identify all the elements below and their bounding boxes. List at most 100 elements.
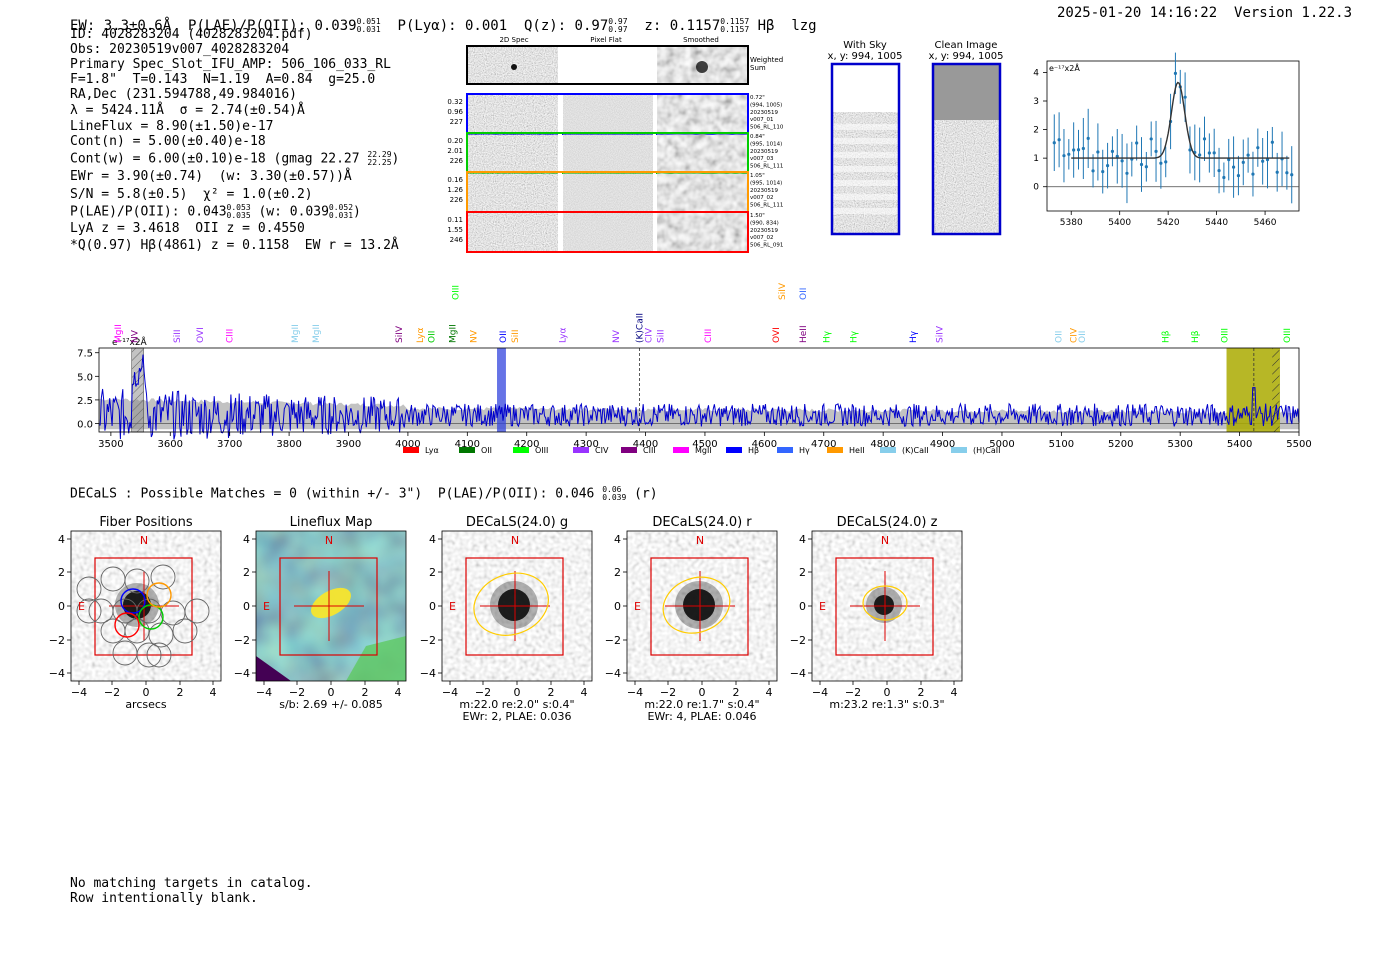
row-pixelflat xyxy=(563,95,653,133)
panel-ytick-label: 4 xyxy=(614,533,621,546)
zoom-point xyxy=(1202,137,1207,141)
ewr-line: EWr = 3.90(±0.74) (w: 3.30(±0.57))Å xyxy=(70,169,352,184)
row-right-value: 20230519 xyxy=(750,188,778,194)
line-id-label: OIII xyxy=(1221,328,1231,343)
panel-subtitle: m:22.0 re:2.0" s:0.4" xyxy=(459,698,574,711)
line-id-label: OII xyxy=(799,288,809,300)
panel-xtick-label: −2 xyxy=(660,686,676,699)
panel-xtick-label: 0 xyxy=(884,686,891,699)
row-pixelflat xyxy=(563,173,653,211)
fiber-circle xyxy=(150,564,176,590)
masked-region-2 xyxy=(1272,348,1280,432)
line-id-label: NV xyxy=(469,329,479,343)
row-left-value: 0.96 xyxy=(447,108,463,116)
row-left-value: 0.11 xyxy=(447,216,463,224)
source-ellipse xyxy=(473,572,549,636)
line-id-label: CIII xyxy=(226,329,236,343)
row-right-value: 506_RL_111 xyxy=(750,203,783,209)
masked-region-fill xyxy=(131,348,144,432)
panel-ytick-label: 2 xyxy=(58,566,65,579)
panel-ytick-label: 2 xyxy=(243,566,250,579)
panel-xtick-label: 0 xyxy=(328,686,335,699)
row-left-value: 0.16 xyxy=(447,176,463,184)
zoom-point xyxy=(1285,171,1289,175)
row-2dspec xyxy=(468,173,558,211)
col-title-2dspec: 2D Spec xyxy=(499,36,528,44)
east-label: E xyxy=(263,600,270,613)
zoom-ytick-label: 3 xyxy=(1033,97,1039,107)
row-smoothed xyxy=(657,95,747,133)
row-right-value: (994, 1005) xyxy=(750,102,782,108)
row-right-value: (990, 834) xyxy=(750,220,779,226)
row-left-value: 226 xyxy=(450,157,464,165)
full-spectrum-chart: e⁻¹⁷x2Å 3500 3600 3700 3800 3900 4000 4100 4200… xyxy=(77,282,1312,455)
legend-swatch xyxy=(827,447,843,453)
aperture-box xyxy=(279,557,378,656)
zoom-point xyxy=(1101,170,1105,174)
panel-xtick-label: 2 xyxy=(362,686,369,699)
row-right-value: 1.05" xyxy=(750,173,765,179)
source-ellipse xyxy=(662,576,731,634)
line-id-label: MgII xyxy=(312,324,322,343)
zoom-point xyxy=(1246,153,1250,157)
zoom-point xyxy=(1198,153,1202,157)
panel-xtick-label: −2 xyxy=(475,686,491,699)
spectrum-xtick-label: 3900 xyxy=(336,439,361,450)
row-right-value: 0.72" xyxy=(750,95,765,101)
panel-title: DECaLS(24.0) z xyxy=(837,515,938,530)
zoom-point xyxy=(1105,164,1110,168)
spectrum-xtick-label: 5100 xyxy=(1049,439,1074,450)
zoom-point xyxy=(1076,148,1081,152)
col-title-smoothed: Smoothed xyxy=(683,36,719,44)
row-right-value: v007_02 xyxy=(750,235,774,241)
row-2dspec xyxy=(468,95,558,133)
east-label: E xyxy=(819,600,826,613)
legend-label: Lyα xyxy=(425,446,439,455)
zoom-point xyxy=(1265,158,1270,162)
panel-subtitle: m:23.2 re:1.3" s:0.3" xyxy=(829,698,944,711)
zoom-point xyxy=(1072,148,1076,152)
row-pixelflat xyxy=(563,213,653,251)
cont-w-line: Cont(w) = 6.00(±0.10)e-18 (gmag 22.27 22… xyxy=(70,150,400,167)
spectrum-xtick-label: 5400 xyxy=(1227,439,1252,450)
line-id-label: Hγ xyxy=(909,330,919,343)
panel-ytick-label: −2 xyxy=(420,634,436,647)
row-right-value: v007_02 xyxy=(750,195,774,201)
fiber-circle xyxy=(146,642,172,668)
spectral-cutouts: 2D Spec Pixel Flat Smoothed Weighted Sum… xyxy=(447,36,784,253)
row-right-value: 1.50" xyxy=(750,213,765,219)
row-right-value: 20230519 xyxy=(750,149,778,155)
legend-label: Hγ xyxy=(799,446,810,455)
zoom-point xyxy=(1227,158,1231,162)
zoom-point xyxy=(1275,170,1279,174)
legend-label: OII xyxy=(481,446,492,455)
row-left-value: 226 xyxy=(450,196,464,204)
line-id-label: MgII xyxy=(114,324,124,343)
line-id-label: OII xyxy=(499,331,509,343)
line-id-label: MgII xyxy=(291,324,301,343)
legend-swatch xyxy=(621,447,637,453)
panel-ytick-label: −4 xyxy=(49,667,65,680)
line-id-label: CIV xyxy=(645,327,655,343)
decals-panels: Fiber Positions N E −4 −2 0 2 4 4 2 0 −2 −4 arcsecs Li… xyxy=(49,515,963,723)
row-left-value: 246 xyxy=(450,236,464,244)
panel-xtick-label: −4 xyxy=(71,686,87,699)
catalog-note: No matching targets in catalog. Row inten… xyxy=(70,876,313,906)
panel-ytick-label: −2 xyxy=(605,634,621,647)
row-2dspec xyxy=(468,134,558,172)
panel-ytick-label: −4 xyxy=(420,667,436,680)
line-id-label: CIII xyxy=(704,329,714,343)
panel-ytick-label: 2 xyxy=(799,566,806,579)
spectrum-xtick-label: 3800 xyxy=(276,439,301,450)
panel-xtick-label: −2 xyxy=(289,686,305,699)
radec-line: RA,Dec (231.594788,49.984016) xyxy=(70,87,297,102)
panel-ytick-label: −2 xyxy=(790,634,806,647)
legend-swatch xyxy=(573,447,589,453)
zoom-point xyxy=(1096,150,1100,154)
panel-xtick-label: 0 xyxy=(699,686,706,699)
line-id-label: OII xyxy=(1078,331,1088,343)
legend-swatch xyxy=(673,447,689,453)
line-id-label: NV xyxy=(612,329,622,343)
line-id-label: SiII xyxy=(656,329,666,343)
